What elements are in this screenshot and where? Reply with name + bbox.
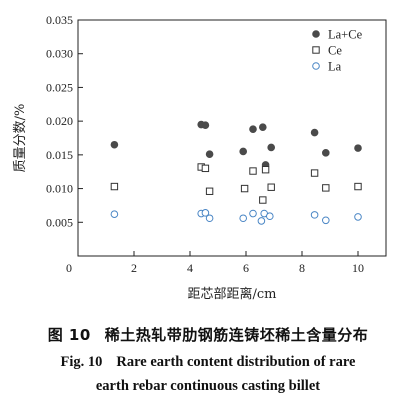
y-tick-label: 0.010 <box>46 182 73 196</box>
data-point-la <box>239 214 247 223</box>
data-point-ce <box>322 184 330 192</box>
data-point-la <box>110 210 119 218</box>
data-point-la <box>322 216 330 225</box>
data-point-la <box>201 209 210 217</box>
data-point-la-ce <box>354 144 362 152</box>
legend-marker-la <box>312 62 320 70</box>
figure-number-cn: 图 10 <box>47 326 91 344</box>
legend: La+Ce Ce La <box>312 28 363 74</box>
y-tick-label: 0.030 <box>46 47 73 61</box>
data-point-ce <box>354 182 362 191</box>
legend-label-la-ce: La+Ce <box>328 28 363 42</box>
data-point-ce <box>201 164 210 173</box>
x-tick-label: 4 <box>187 261 193 275</box>
data-point-ce <box>240 184 249 193</box>
y-tick-label: 0.020 <box>46 114 73 128</box>
y-tick-label: 0.035 <box>46 13 73 27</box>
y-tick-label: 0.005 <box>46 215 73 229</box>
x-tick-label: 2 <box>131 261 137 275</box>
data-point-la-ce <box>110 140 119 149</box>
data-point-la <box>310 211 319 219</box>
x-tick-label: 8 <box>299 261 305 275</box>
data-point-la-ce <box>205 150 214 158</box>
data-point-la-ce <box>201 121 210 129</box>
y-tick-label: 0.025 <box>46 80 73 94</box>
data-point-ce <box>259 196 267 204</box>
y-tick-label: 0.015 <box>46 148 73 162</box>
legend-label-ce: Ce <box>328 44 342 58</box>
figure-title-en-line2: earth rebar continuous casting billet <box>95 378 321 394</box>
data-point-ce <box>261 165 270 174</box>
data-point-la <box>354 213 362 221</box>
data-point-ce <box>267 183 275 191</box>
legend-marker-la-ce <box>312 30 320 38</box>
scatter-chart: 0.005 0.010 0.015 0.020 0.025 0.030 0.035 2 4 6 8… <box>13 13 387 302</box>
data-point-la <box>249 209 257 218</box>
data-point-ce <box>249 167 257 175</box>
figure-caption-en-line1: Fig. 10 Rare earth content distribution o… <box>0 354 416 371</box>
data-point-la-ce <box>258 123 267 132</box>
x-tick-label: 6 <box>243 261 249 275</box>
data-point-la-ce <box>249 125 257 134</box>
x-axis-ticks: 2 4 6 8 10 <box>131 251 364 275</box>
data-point-la-ce <box>267 143 276 152</box>
x-tick-label: 10 <box>352 261 364 275</box>
legend-label-la: La <box>328 60 342 74</box>
y-axis-ticks: 0.005 0.010 0.015 0.020 0.025 0.030 0.035 <box>46 13 83 229</box>
origin-label: 0 <box>66 261 72 275</box>
data-point-ce <box>110 182 119 191</box>
data-point-ce <box>310 169 319 177</box>
figure-caption-cn: 图 10 稀土热轧带肋钢筋连铸坯稀土含量分布 <box>0 324 416 345</box>
data-point-la <box>257 217 266 225</box>
data-point-la-ce <box>239 147 248 156</box>
figure-number-en: Fig. 10 <box>60 354 103 370</box>
data-point-ce <box>205 187 214 195</box>
data-point-la <box>205 214 214 223</box>
y-axis-title: 质量分数/% <box>13 104 28 173</box>
figure-caption-en-line2: earth rebar continuous casting billet <box>0 378 416 395</box>
data-point-la-ce <box>321 149 330 157</box>
data-point-la-ce <box>310 128 319 137</box>
data-points <box>110 120 362 225</box>
figure-title-cn: 稀土热轧带肋钢筋连铸坯稀土含量分布 <box>104 326 369 344</box>
figure-title-en-line1: Rare earth content distribution of rare <box>116 354 356 370</box>
x-axis-title: 距芯部距离/cm <box>188 286 277 302</box>
legend-marker-ce <box>312 46 320 54</box>
data-point-la <box>266 212 274 221</box>
plot-frame <box>77 19 387 257</box>
